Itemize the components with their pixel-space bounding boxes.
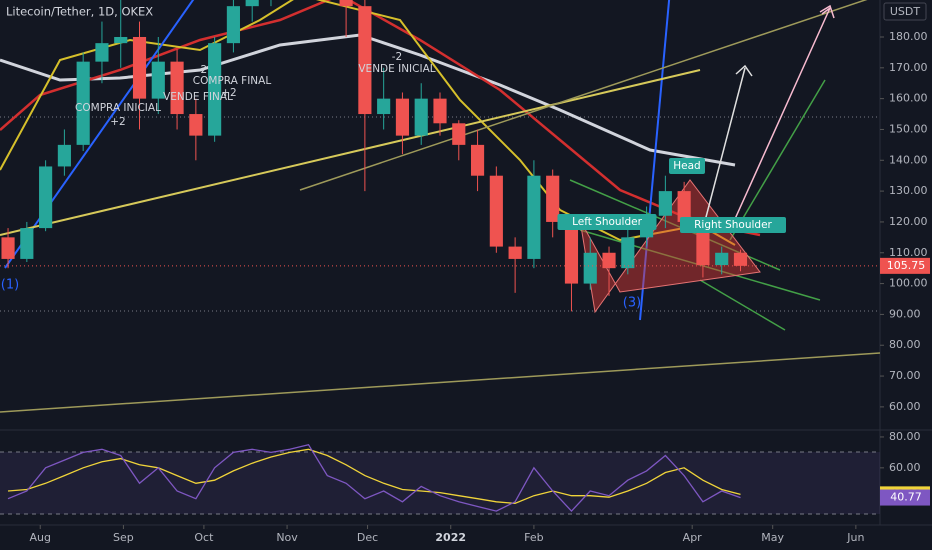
candle-body xyxy=(733,252,748,266)
trend-line xyxy=(639,0,671,321)
x-tick-label: 2022 xyxy=(435,531,466,544)
channel-line xyxy=(699,279,786,331)
y-tick-label: 80.00 xyxy=(889,430,921,443)
candle-body xyxy=(564,221,579,284)
signal-label: VENDE INICIAL xyxy=(358,63,435,75)
candle-body xyxy=(189,114,203,136)
wave-label: (1) xyxy=(1,278,19,293)
rsi-band xyxy=(0,452,880,514)
wave-label: (3) xyxy=(623,296,641,311)
y-tick-label: 110.00 xyxy=(889,246,928,259)
x-tick-label: Aug xyxy=(30,531,51,544)
y-tick-label: 160.00 xyxy=(889,92,928,105)
candle-body xyxy=(508,246,522,259)
candle-body xyxy=(1,237,15,259)
candle-body xyxy=(57,144,71,167)
y-tick-label: 130.00 xyxy=(889,184,928,197)
candle-body xyxy=(170,61,184,115)
signal-label: VENDE FINAL xyxy=(163,91,233,103)
trend-line xyxy=(0,352,880,413)
label-box xyxy=(669,158,705,174)
x-tick-label: May xyxy=(761,531,784,544)
currency-box xyxy=(883,2,927,21)
y-tick-label: 180.00 xyxy=(889,30,928,43)
y-tick-label: 150.00 xyxy=(889,122,928,135)
channel-line xyxy=(729,79,826,241)
candle-body xyxy=(414,98,428,136)
y-tick-label: 100.00 xyxy=(889,277,928,290)
candle-body xyxy=(470,144,485,176)
arrow-head xyxy=(819,4,835,19)
candle-body xyxy=(715,252,729,266)
y-tick-label: 90.00 xyxy=(889,307,921,320)
signal-label: -2 xyxy=(197,64,207,76)
x-tick-label: Jun xyxy=(846,531,864,544)
candle-body xyxy=(132,36,147,99)
candle-body xyxy=(658,191,672,216)
candle-body xyxy=(208,43,222,136)
candle-body xyxy=(151,61,165,99)
y-tick-label: 120.00 xyxy=(889,215,928,228)
last-value: 40.77 xyxy=(890,491,922,504)
arrow xyxy=(699,67,746,241)
candle-body xyxy=(377,98,391,115)
candle-body xyxy=(602,252,616,269)
candle-body xyxy=(433,98,447,124)
candle-body xyxy=(95,43,109,62)
y-tick-label: 80.00 xyxy=(889,338,921,351)
label-box xyxy=(680,217,786,233)
candle-body xyxy=(395,98,410,136)
x-tick-label: Oct xyxy=(194,531,214,544)
candle-body xyxy=(20,228,34,259)
y-tick-label: 170.00 xyxy=(889,61,928,74)
currency: USDT xyxy=(890,5,921,18)
y-tick-label: 60.00 xyxy=(889,400,921,413)
candle-body xyxy=(583,252,597,284)
candle-body xyxy=(245,0,259,7)
candle-body xyxy=(76,61,90,145)
last-value-box xyxy=(880,489,930,506)
pattern-label: Head xyxy=(673,160,700,172)
candle-body xyxy=(114,36,128,44)
last-price-box xyxy=(880,257,930,274)
candle-body xyxy=(527,175,541,259)
signal-label: +2 xyxy=(110,116,125,128)
trend-line xyxy=(4,0,195,269)
rsi-line xyxy=(7,443,741,513)
y-tick-label: 60.00 xyxy=(889,461,921,474)
candle-body xyxy=(489,175,503,247)
arrow-head xyxy=(735,64,753,77)
pattern-label: Right Shoulder xyxy=(694,219,772,231)
x-tick-label: Dec xyxy=(357,531,378,544)
x-tick-label: Sep xyxy=(113,531,134,544)
x-tick-label: Nov xyxy=(276,531,298,544)
signal-label: +2 xyxy=(221,87,236,99)
candle-body xyxy=(621,237,635,269)
trend-line xyxy=(299,0,868,191)
candle-body xyxy=(39,166,53,229)
signal-label: COMPRA FINAL xyxy=(193,75,272,87)
trend-line xyxy=(0,69,701,236)
candle-body xyxy=(358,6,372,115)
last-price: 105.75 xyxy=(887,259,926,272)
signal-label: -2 xyxy=(392,51,402,63)
chart-title: Litecoin/Tether, 1D, OKEX xyxy=(6,5,153,19)
candle-body xyxy=(546,175,560,222)
y-tick-label: 70.00 xyxy=(889,369,921,382)
candles xyxy=(1,0,748,312)
x-tick-label: Feb xyxy=(524,531,543,544)
candle-body xyxy=(226,6,240,44)
x-tick-label: Apr xyxy=(683,531,703,544)
label-box xyxy=(557,214,657,230)
pattern-label: Left Shoulder xyxy=(572,216,643,228)
candle-body xyxy=(339,0,353,7)
y-tick-label: 140.00 xyxy=(889,153,928,166)
rsi-line xyxy=(7,448,741,505)
signal-label: COMPRA INICIAL xyxy=(75,102,161,114)
ma-line xyxy=(0,0,736,246)
candle-body xyxy=(677,191,691,222)
candle-body xyxy=(452,123,466,145)
